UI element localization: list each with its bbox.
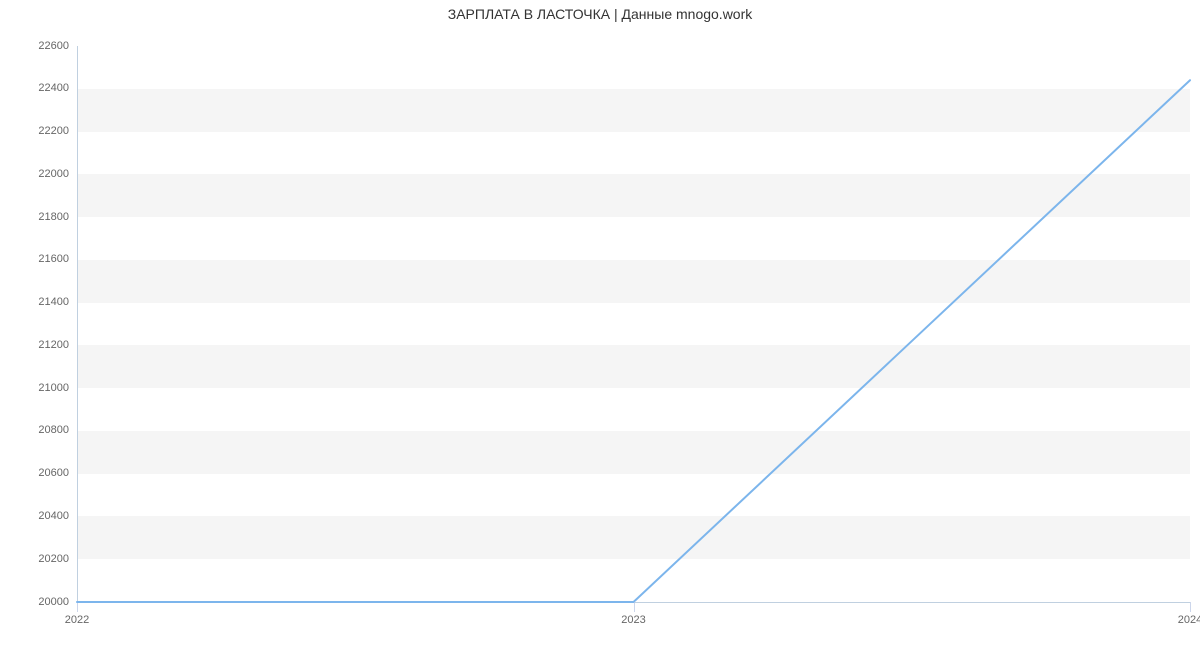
x-tick-label: 2022 [65,614,89,626]
y-tick-label: 22600 [9,40,69,52]
x-tick-label: 2023 [621,614,645,626]
y-tick-label: 22200 [9,125,69,137]
y-tick-label: 20800 [9,424,69,436]
y-tick-label: 20000 [9,596,69,608]
y-tick-label: 20600 [9,467,69,479]
x-tick-mark [77,602,78,612]
y-tick-label: 20200 [9,553,69,565]
y-tick-label: 20400 [9,510,69,522]
series-layer [77,46,1190,602]
y-tick-label: 21800 [9,211,69,223]
x-tick-mark [1190,602,1191,612]
salary-line-chart: ЗАРПЛАТА В ЛАСТОЧКА | Данные mnogo.work … [0,0,1200,650]
y-tick-label: 21400 [9,296,69,308]
x-tick-mark [634,602,635,612]
chart-title: ЗАРПЛАТА В ЛАСТОЧКА | Данные mnogo.work [0,6,1200,22]
x-tick-label: 2024 [1178,614,1200,626]
series-line-salary [77,80,1190,602]
y-tick-label: 21000 [9,382,69,394]
y-tick-label: 21200 [9,339,69,351]
y-tick-label: 22000 [9,168,69,180]
y-tick-label: 21600 [9,253,69,265]
y-tick-label: 22400 [9,82,69,94]
plot-area: 2000020200204002060020800210002120021400… [77,46,1190,602]
